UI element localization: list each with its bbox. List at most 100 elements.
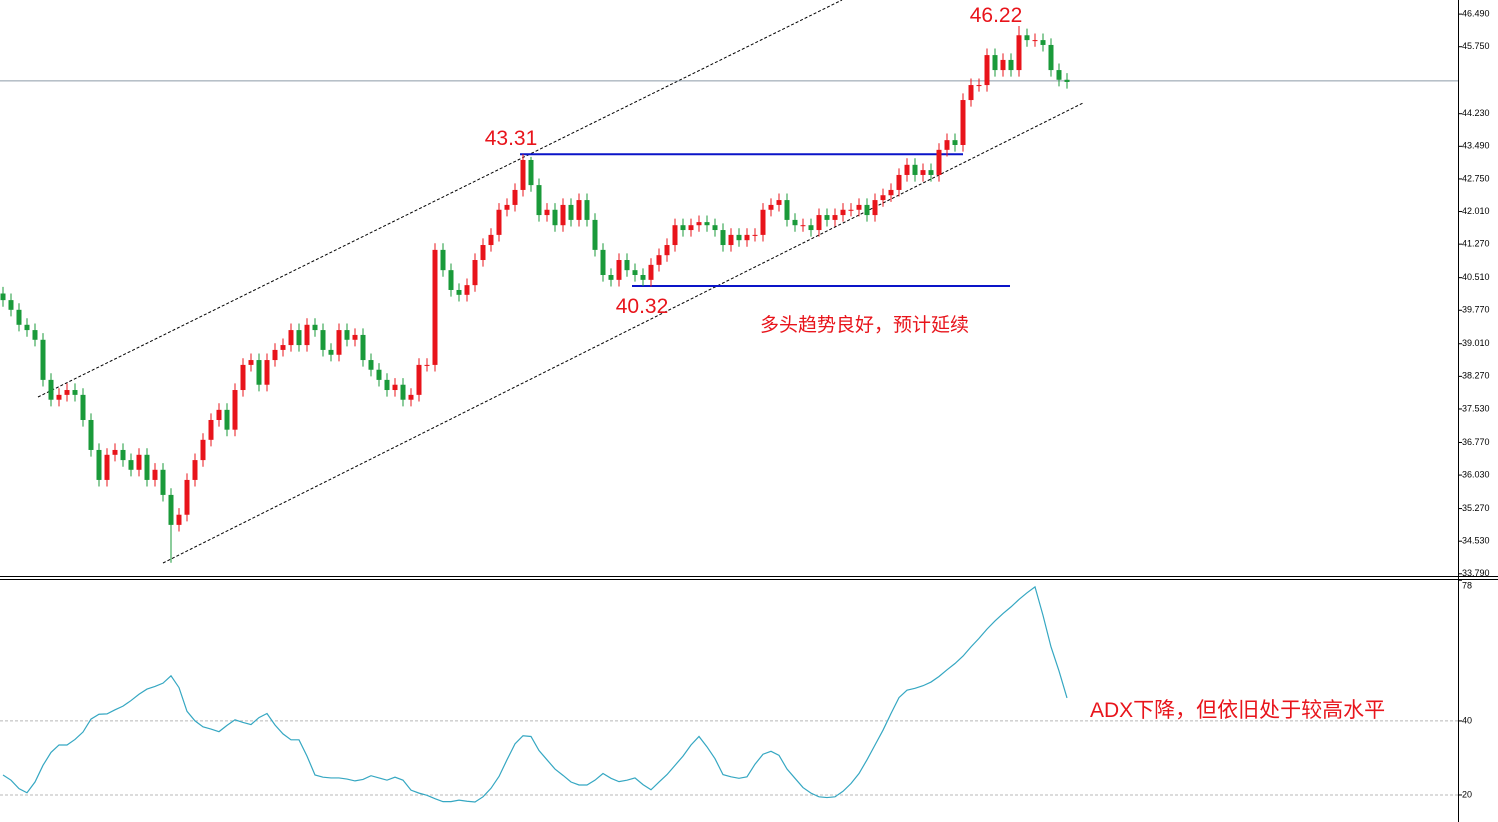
candle-body <box>784 200 790 220</box>
candle-body <box>888 189 894 196</box>
candle-body <box>1056 70 1062 80</box>
candle-body <box>856 204 862 210</box>
candle-body <box>72 390 78 395</box>
candle-body <box>904 164 910 175</box>
candle-body <box>80 394 86 420</box>
candle-body <box>840 209 846 216</box>
candle-body <box>136 454 142 470</box>
candle-body <box>824 215 830 220</box>
y-tick-label: 20 <box>1462 789 1472 799</box>
candle-body <box>280 345 286 350</box>
candle-body <box>328 349 334 355</box>
candle-body <box>536 185 542 216</box>
candle-body <box>464 285 470 295</box>
candle-body <box>728 234 734 246</box>
candle-body <box>960 100 966 145</box>
candle-body <box>1040 40 1046 45</box>
candle-body <box>304 324 310 346</box>
candle-body <box>88 419 94 450</box>
candle-body <box>992 55 998 71</box>
candle-body <box>624 260 630 271</box>
candle-body <box>600 249 606 275</box>
candle-body <box>1032 40 1038 42</box>
candle-body <box>632 270 638 275</box>
y-tick-label: 39.010 <box>1462 338 1490 348</box>
candle-body <box>96 449 102 480</box>
candle-body <box>456 289 462 295</box>
candle-body <box>512 189 518 205</box>
candle-body <box>288 330 294 346</box>
candle-body <box>800 225 806 227</box>
candle-body <box>128 460 134 470</box>
adx-line <box>2 585 1068 803</box>
candle-body <box>648 264 654 280</box>
candle-body <box>552 209 558 226</box>
candle-body <box>936 149 942 175</box>
candle-body <box>1016 35 1022 71</box>
candle-body <box>976 85 982 87</box>
candle-body <box>336 330 342 355</box>
candle-body <box>680 225 686 231</box>
y-tick-label: 37.530 <box>1462 403 1490 413</box>
candle-body <box>640 274 646 280</box>
y-tick-label: 35.270 <box>1462 503 1490 513</box>
candle-body <box>48 379 54 400</box>
candle-body <box>968 85 974 101</box>
y-tick-label: 42.010 <box>1462 206 1490 216</box>
candle-body <box>544 209 550 216</box>
candle-body <box>920 170 926 175</box>
candle-body <box>688 225 694 231</box>
channel-lower <box>162 102 1084 564</box>
candle-body <box>440 249 446 271</box>
candle-body <box>488 234 494 246</box>
candle-body <box>768 204 774 210</box>
candle-body <box>928 170 934 175</box>
candle-body <box>320 330 326 350</box>
candle-body <box>32 330 38 340</box>
candle-body <box>720 230 726 246</box>
y-tick-label: 41.270 <box>1462 239 1490 249</box>
candle-body <box>400 384 406 400</box>
candle-body <box>376 369 382 380</box>
peak-label: 43.31 <box>485 127 538 150</box>
candle-body <box>248 360 254 365</box>
candle-body <box>408 394 414 400</box>
candle-body <box>40 339 46 380</box>
candle-body <box>192 460 198 480</box>
y-tick-label: 44.230 <box>1462 108 1490 118</box>
candle-body <box>608 274 614 280</box>
candle-body <box>712 225 718 231</box>
candle-body <box>520 159 526 190</box>
candle-body <box>760 209 766 235</box>
candle-body <box>368 360 374 370</box>
candle-body <box>952 140 958 145</box>
candle-body <box>792 219 798 226</box>
candle-body <box>184 479 190 515</box>
trough-label: 40.32 <box>616 295 669 318</box>
y-tick-label: 42.750 <box>1462 173 1490 183</box>
candle-body <box>152 469 158 480</box>
annotation: 多头趋势良好，预计延续 <box>760 314 969 336</box>
candle-body <box>848 209 854 211</box>
y-tick-label: 36.770 <box>1462 437 1490 447</box>
candle-body <box>568 204 574 220</box>
peak-label: 46.22 <box>970 4 1023 27</box>
channel-upper <box>37 0 843 398</box>
annotation: ADX下降，但依旧处于较高水平 <box>1090 699 1385 722</box>
candle-body <box>256 360 262 385</box>
candle-body <box>752 234 758 236</box>
candle-body <box>168 494 174 525</box>
candle-body <box>448 270 454 290</box>
candle-body <box>1008 59 1014 71</box>
candle-body <box>160 469 166 495</box>
candle-body <box>232 390 238 430</box>
y-tick-label: 34.530 <box>1462 536 1490 546</box>
candle-body <box>56 394 62 400</box>
candle-body <box>416 364 422 395</box>
candle-body <box>352 334 358 340</box>
candle-body <box>344 330 350 340</box>
candle-body <box>696 222 702 226</box>
